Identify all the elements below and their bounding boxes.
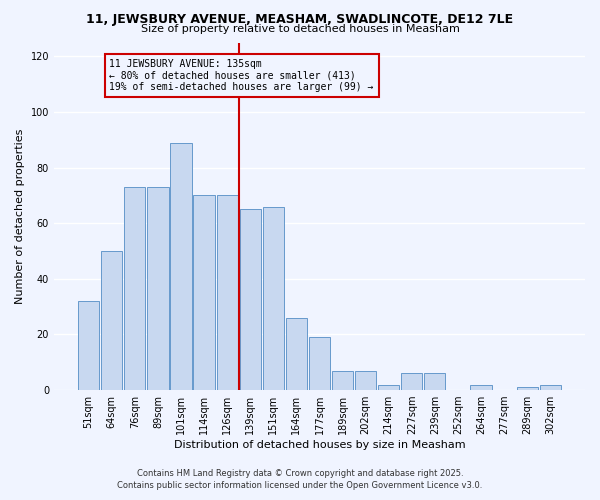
Bar <box>193 196 215 390</box>
Bar <box>332 370 353 390</box>
Bar <box>124 187 145 390</box>
Bar <box>170 142 191 390</box>
Bar <box>309 338 330 390</box>
Bar <box>286 318 307 390</box>
Text: 11 JEWSBURY AVENUE: 135sqm
← 80% of detached houses are smaller (413)
19% of sem: 11 JEWSBURY AVENUE: 135sqm ← 80% of deta… <box>109 59 374 92</box>
Bar <box>470 384 491 390</box>
Bar <box>401 374 422 390</box>
Bar <box>147 187 169 390</box>
Text: 11, JEWSBURY AVENUE, MEASHAM, SWADLINCOTE, DE12 7LE: 11, JEWSBURY AVENUE, MEASHAM, SWADLINCOT… <box>86 12 514 26</box>
Bar <box>217 196 238 390</box>
Bar <box>78 301 99 390</box>
Bar <box>101 251 122 390</box>
X-axis label: Distribution of detached houses by size in Measham: Distribution of detached houses by size … <box>173 440 465 450</box>
Text: Contains HM Land Registry data © Crown copyright and database right 2025.
Contai: Contains HM Land Registry data © Crown c… <box>118 468 482 490</box>
Bar <box>517 388 538 390</box>
Bar <box>355 370 376 390</box>
Y-axis label: Number of detached properties: Number of detached properties <box>15 128 25 304</box>
Bar <box>378 384 400 390</box>
Bar <box>239 210 261 390</box>
Bar <box>539 384 561 390</box>
Text: Size of property relative to detached houses in Measham: Size of property relative to detached ho… <box>140 24 460 34</box>
Bar <box>424 374 445 390</box>
Bar <box>263 206 284 390</box>
